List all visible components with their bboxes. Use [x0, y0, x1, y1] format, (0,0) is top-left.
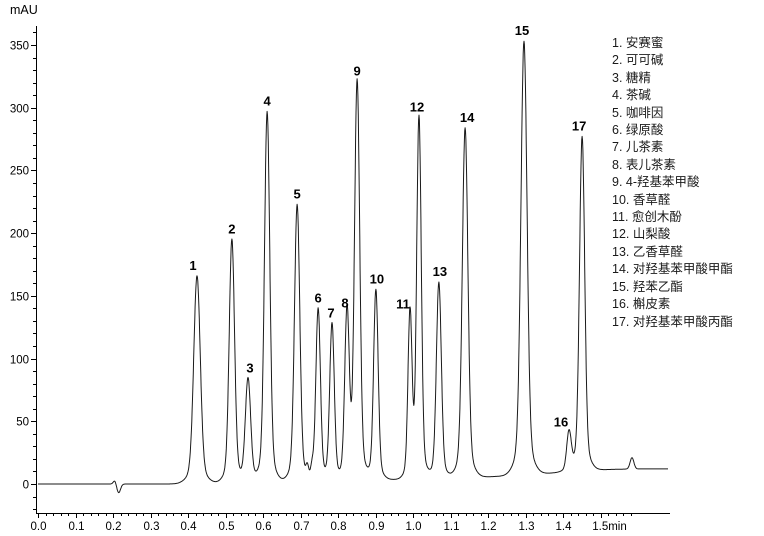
peak-label-15: 15 — [515, 23, 529, 38]
x-tick-label: 0.7 — [294, 521, 310, 533]
x-tick-label: 1.5min — [592, 521, 627, 533]
peak-label-7: 7 — [327, 305, 334, 320]
legend-item-16: 16. 槲皮素 — [612, 297, 671, 312]
legend-item-9: 9. 4-羟基苯甲酸 — [612, 175, 700, 190]
peak-label-9: 9 — [353, 63, 360, 78]
peak-label-17: 17 — [572, 119, 586, 134]
axes — [36, 26, 670, 514]
legend-item-12: 12. 山梨酸 — [612, 227, 671, 242]
x-axis-ticks: 0.0 0.1 0.2 0.3 0.4 0.5 0.6 0.7 0.8 0.9 1.0 1.1 1.2 1… — [31, 513, 632, 533]
legend-item-15: 15. 羟苯乙酯 — [612, 279, 683, 294]
y-axis-unit-label: mAU — [10, 3, 38, 17]
y-tick-label: 150 — [10, 292, 29, 304]
legend-item-17: 17. 对羟基苯甲酸丙酯 — [612, 314, 733, 329]
peak-label-10: 10 — [370, 272, 384, 287]
legend-item-14: 14. 对羟基苯甲酸甲酯 — [612, 262, 733, 277]
legend-item-7: 7. 儿茶素 — [612, 140, 664, 155]
peak-label-3: 3 — [246, 361, 253, 376]
legend-item-6: 6. 绿原酸 — [612, 123, 664, 138]
x-tick-label: 1.3 — [519, 521, 535, 533]
x-tick-label: 0.1 — [69, 521, 85, 533]
x-tick-label: 0.3 — [144, 521, 160, 533]
x-tick-label: 1.2 — [481, 521, 497, 533]
legend-item-1: 1. 安赛蜜 — [612, 36, 664, 50]
y-tick-label: 0 — [23, 480, 29, 492]
legend-item-8: 8. 表儿茶素 — [612, 157, 676, 172]
x-tick-label: 0.6 — [256, 521, 272, 533]
y-tick-label: 350 — [10, 41, 29, 53]
peak-label-5: 5 — [293, 186, 300, 201]
x-tick-label: 1.0 — [406, 521, 422, 533]
peak-label-4: 4 — [263, 94, 271, 109]
peak-label-13: 13 — [433, 264, 447, 279]
legend-item-3: 3. 糖精 — [612, 70, 651, 85]
x-tick-label: 0.9 — [369, 521, 385, 533]
x-tick-label: 0.0 — [31, 521, 47, 533]
x-tick-label: 0.8 — [331, 521, 347, 533]
y-axis-ticks: 0 50 100 150 200 250 300 350 — [10, 32, 36, 510]
legend-item-11: 11. 愈创木酚 — [612, 210, 682, 225]
legend-item-4: 4. 茶碱 — [612, 88, 651, 103]
y-tick-label: 300 — [10, 104, 29, 116]
chromatogram-trace — [37, 40, 669, 494]
x-tick-label: 1.1 — [444, 521, 460, 533]
y-tick-label: 200 — [10, 229, 29, 241]
y-tick-label: 50 — [16, 417, 29, 429]
legend-item-13: 13. 乙香草醛 — [612, 244, 683, 259]
peak-label-8: 8 — [341, 295, 348, 310]
y-tick-label: 250 — [10, 166, 29, 178]
legend-item-2: 2. 可可碱 — [612, 53, 664, 68]
peak-label-2: 2 — [228, 221, 235, 236]
y-tick-label: 100 — [10, 355, 29, 367]
peak-label-11: 11 — [396, 297, 410, 312]
peak-label-16: 16 — [554, 415, 568, 430]
peak-label-12: 12 — [410, 100, 424, 115]
x-tick-label: 0.5 — [219, 521, 235, 533]
legend-item-10: 10. 香草醛 — [612, 192, 671, 207]
legend-item-5: 5. 咖啡因 — [612, 105, 664, 120]
peak-label-6: 6 — [314, 290, 321, 305]
x-tick-label: 0.2 — [106, 521, 122, 533]
peak-label-14: 14 — [460, 110, 475, 125]
peak-label-1: 1 — [189, 258, 196, 273]
x-tick-label: 1.4 — [556, 521, 573, 533]
x-tick-label: 0.4 — [181, 521, 198, 533]
peak-legend: 1. 安赛蜜 2. 可可碱 3. 糖精 4. 茶碱 5. 咖啡因 6. 绿原酸 7. 儿茶素… — [612, 35, 733, 331]
